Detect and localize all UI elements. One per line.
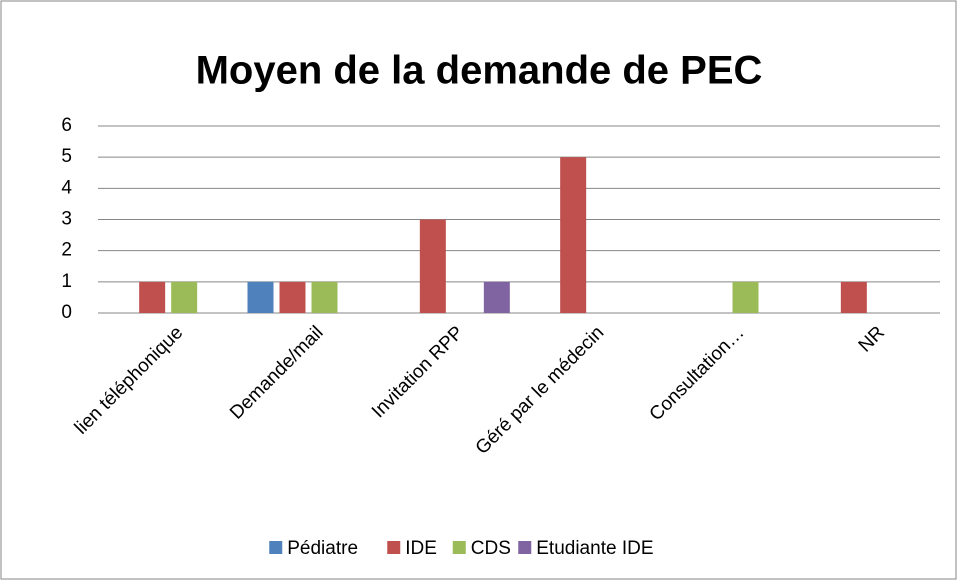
bar xyxy=(279,281,306,313)
bar xyxy=(840,281,867,313)
y-tick-label: 0 xyxy=(61,302,72,323)
legend-swatch xyxy=(387,541,401,554)
chart-title: Moyen de la demande de PEC xyxy=(196,49,763,93)
bar xyxy=(139,281,166,313)
legend-label: CDS xyxy=(471,538,511,559)
legend-label: IDE xyxy=(405,538,437,559)
y-tick-label: 4 xyxy=(61,177,72,198)
legend-swatch xyxy=(518,541,532,554)
legend-swatch xyxy=(269,541,283,554)
y-tick-label: 2 xyxy=(61,240,72,261)
bar xyxy=(732,281,759,313)
legend-swatch xyxy=(452,541,466,554)
bar xyxy=(419,219,446,313)
y-tick-label: 3 xyxy=(61,209,72,230)
bar xyxy=(171,281,198,313)
legend-label: Pédiatre xyxy=(287,538,358,559)
bar xyxy=(247,281,274,313)
bar xyxy=(560,157,587,313)
legend-label: Etudiante IDE xyxy=(536,538,653,559)
y-tick-label: 5 xyxy=(61,146,72,167)
bar xyxy=(311,281,338,313)
y-tick-label: 1 xyxy=(61,271,72,292)
bar xyxy=(483,281,510,313)
y-tick-label: 6 xyxy=(61,115,72,136)
